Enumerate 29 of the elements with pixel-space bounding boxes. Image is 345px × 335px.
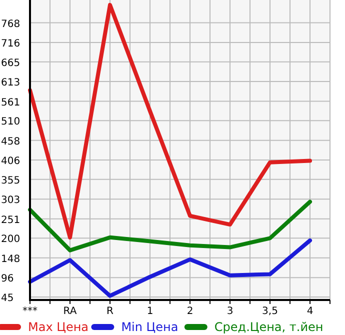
legend-label: Max Цена xyxy=(28,320,89,334)
y-tick-label: 613 xyxy=(1,78,20,89)
x-tick-label: *** xyxy=(22,306,38,317)
y-tick-label: 200 xyxy=(1,234,20,246)
x-tick-label: 2 xyxy=(186,306,194,317)
x-tick-label: 4 xyxy=(306,306,314,317)
legend-label: Min Цена xyxy=(121,320,178,334)
y-tick-label: 355 xyxy=(1,175,20,186)
y-tick-label: 510 xyxy=(1,116,20,128)
line-series xyxy=(28,2,312,240)
y-tick-label: 406 xyxy=(1,156,20,168)
y-tick-label: 768 xyxy=(1,18,20,30)
y-tick-label: 665 xyxy=(1,58,20,69)
y-tick-label: 148 xyxy=(1,254,20,265)
y-tick-label: 561 xyxy=(1,97,20,108)
legend-label: Сред.Цена, т.йен xyxy=(214,320,324,334)
y-tick-label: 716 xyxy=(1,38,20,50)
y-tick-label: 458 xyxy=(1,136,20,148)
line-series xyxy=(28,238,312,298)
x-tick-label: 3 xyxy=(226,306,234,317)
y-tick-label: 45 xyxy=(1,292,14,304)
line-series xyxy=(28,200,312,252)
y-tick-label: 303 xyxy=(1,195,20,206)
x-tick-label: RA xyxy=(63,306,77,317)
y-tick-label: 96 xyxy=(1,274,14,285)
y-tick-label: 251 xyxy=(1,214,20,226)
x-tick-label: 1 xyxy=(146,306,154,317)
x-tick-label: R xyxy=(106,306,114,317)
x-tick-label: 3,5 xyxy=(262,306,278,317)
